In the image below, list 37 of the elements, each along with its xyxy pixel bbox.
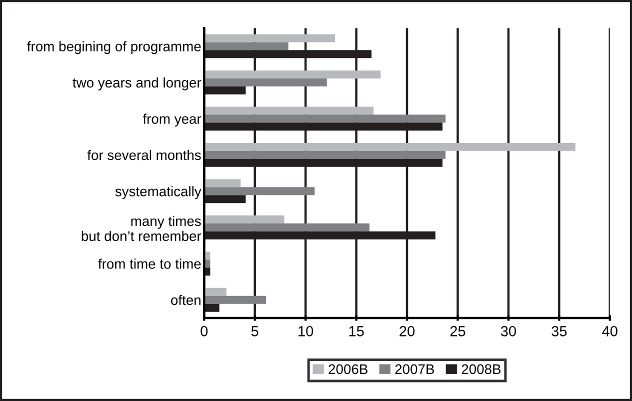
bar [204,304,220,312]
bar [204,106,374,115]
y-tick-label: from begining of programme [27,41,201,54]
x-tick-label: 15 [349,326,364,336]
x-tick-label: 20 [400,326,415,336]
x-tick-label: 30 [500,326,516,336]
legend-label: 2007B [395,364,434,374]
bar [204,150,446,159]
x-tick-label: 5 [251,326,258,336]
bar [204,288,226,296]
bar [204,114,446,123]
y-tick-label: two years and longer [72,77,202,90]
bar [204,42,288,50]
x-tick-label: 40 [602,326,618,336]
bar [204,34,335,42]
bar [204,296,266,304]
bar [204,78,327,86]
bar [204,70,381,78]
bar [204,223,370,232]
x-tick-label: 25 [450,326,466,336]
y-tick-label: from year [142,114,202,127]
y-tick-label: systematically [115,186,202,200]
bar [204,142,576,151]
bar [204,86,246,94]
bar [204,215,284,224]
y-tick-label: many times but don’t remember [82,216,202,242]
bar [204,179,241,188]
x-tick-label: 10 [298,326,314,336]
x-tick-label: 35 [552,326,567,336]
bar [204,187,315,196]
y-tick-label: from time to time [98,258,201,269]
x-tick-label: 0 [200,326,208,336]
legend-label: 2008B [462,364,501,374]
bar [204,195,246,204]
legend-label: 2006B [328,364,368,374]
y-tick-label: for several months [87,150,201,160]
y-tick-label: often [171,294,200,306]
